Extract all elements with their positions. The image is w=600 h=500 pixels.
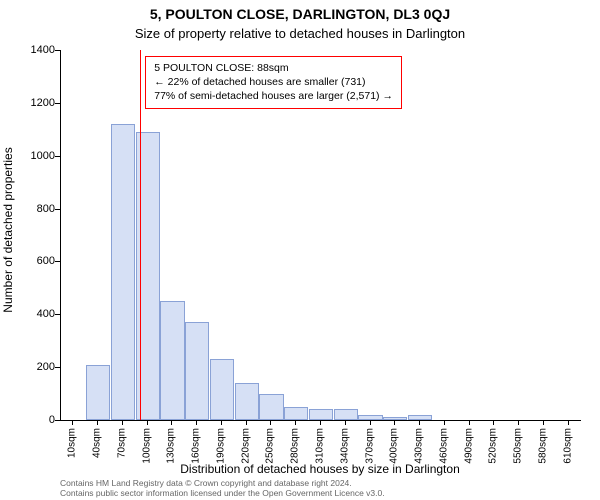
x-tick-label: 430sqm [414, 428, 425, 464]
histogram-bar [210, 359, 234, 420]
x-tick [122, 420, 123, 425]
x-tick [568, 420, 569, 425]
y-tick [55, 209, 60, 210]
x-tick [221, 420, 222, 425]
x-tick [345, 420, 346, 425]
chart-subtitle: Size of property relative to detached ho… [0, 26, 600, 41]
y-tick-label: 1200 [15, 97, 55, 109]
callout-line: 77% of semi-detached houses are larger (… [154, 89, 393, 103]
y-tick [55, 367, 60, 368]
x-tick [493, 420, 494, 425]
x-tick-label: 70sqm [116, 428, 127, 458]
x-tick-label: 340sqm [339, 428, 350, 464]
x-tick-label: 130sqm [166, 428, 177, 464]
histogram-bar [136, 132, 160, 420]
marker-line [140, 50, 141, 420]
histogram-bar [259, 394, 283, 420]
y-tick-label: 600 [15, 255, 55, 267]
x-tick-label: 40sqm [92, 428, 103, 458]
x-tick-label: 10sqm [67, 428, 78, 458]
y-tick-label: 800 [15, 203, 55, 215]
x-tick-label: 400sqm [389, 428, 400, 464]
x-tick [196, 420, 197, 425]
y-tick-label: 1400 [15, 44, 55, 56]
y-tick-label: 200 [15, 361, 55, 373]
callout-line: ← 22% of detached houses are smaller (73… [154, 75, 393, 89]
y-tick [55, 103, 60, 104]
x-tick-label: 250sqm [265, 428, 276, 464]
y-tick [55, 261, 60, 262]
footer-line: Contains public sector information licen… [60, 489, 385, 499]
x-tick [394, 420, 395, 425]
histogram-bar [235, 383, 259, 420]
x-tick [171, 420, 172, 425]
histogram-bar [160, 301, 184, 420]
histogram-bar [309, 409, 333, 420]
x-tick [320, 420, 321, 425]
x-tick [370, 420, 371, 425]
x-tick [97, 420, 98, 425]
x-tick [543, 420, 544, 425]
x-tick [295, 420, 296, 425]
x-tick-label: 520sqm [488, 428, 499, 464]
x-tick-label: 280sqm [290, 428, 301, 464]
y-tick-label: 1000 [15, 150, 55, 162]
y-axis-label: Number of detached properties [1, 147, 15, 312]
y-tick [55, 314, 60, 315]
marker-callout: 5 POULTON CLOSE: 88sqm← 22% of detached … [145, 56, 402, 109]
x-tick-label: 490sqm [463, 428, 474, 464]
x-tick [518, 420, 519, 425]
x-tick [444, 420, 445, 425]
histogram-bar [185, 322, 209, 420]
page-title: 5, POULTON CLOSE, DARLINGTON, DL3 0QJ [0, 6, 600, 22]
histogram-bar [334, 409, 358, 420]
x-tick-label: 460sqm [438, 428, 449, 464]
x-tick [147, 420, 148, 425]
histogram-bar [284, 407, 308, 420]
x-tick-label: 610sqm [562, 428, 573, 464]
x-axis-label: Distribution of detached houses by size … [60, 462, 580, 476]
x-tick-label: 190sqm [215, 428, 226, 464]
callout-line: 5 POULTON CLOSE: 88sqm [154, 61, 393, 75]
x-tick-label: 370sqm [364, 428, 375, 464]
y-tick-label: 0 [15, 414, 55, 426]
y-tick [55, 50, 60, 51]
x-tick [469, 420, 470, 425]
x-tick [246, 420, 247, 425]
x-tick [270, 420, 271, 425]
x-tick-label: 100sqm [141, 428, 152, 464]
x-tick-label: 160sqm [191, 428, 202, 464]
x-tick-label: 550sqm [513, 428, 524, 464]
y-tick-label: 400 [15, 308, 55, 320]
x-tick-label: 580sqm [537, 428, 548, 464]
x-tick-label: 310sqm [315, 428, 326, 464]
x-tick-label: 220sqm [240, 428, 251, 464]
x-tick [419, 420, 420, 425]
histogram-bar [111, 124, 135, 420]
y-tick [55, 420, 60, 421]
y-tick [55, 156, 60, 157]
histogram-bar [86, 365, 110, 421]
x-tick [72, 420, 73, 425]
footer-attribution: Contains HM Land Registry data © Crown c… [60, 479, 385, 499]
